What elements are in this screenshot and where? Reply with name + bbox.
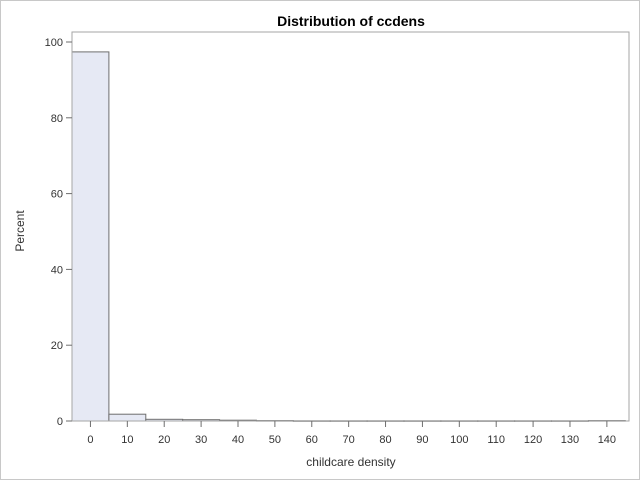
y-tick-label-100: 100	[45, 37, 63, 49]
x-tick-label-80: 80	[379, 434, 391, 446]
histogram-bar-0	[71, 51, 110, 422]
y-tick-label-60: 60	[51, 189, 63, 201]
x-tick-label-0: 0	[87, 434, 93, 446]
bars-group	[71, 51, 626, 422]
plot-area-border	[71, 31, 630, 422]
chart-title: Distribution of ccdens	[277, 13, 425, 29]
x-tick-label-20: 20	[158, 434, 170, 446]
x-tick-label-90: 90	[416, 434, 428, 446]
x-axis-ticks: 0 10 20 30 40 50 60 70 80 90 100 110 120 130 140	[87, 421, 616, 446]
x-tick-label-30: 30	[195, 434, 207, 446]
x-tick-label-130: 130	[561, 434, 579, 446]
y-tick-label-40: 40	[51, 264, 63, 276]
x-tick-label-100: 100	[450, 434, 468, 446]
x-tick-label-50: 50	[269, 434, 281, 446]
x-tick-label-40: 40	[232, 434, 244, 446]
x-tick-label-140: 140	[598, 434, 616, 446]
y-tick-label-0: 0	[57, 416, 63, 428]
y-tick-label-20: 20	[51, 340, 63, 352]
x-tick-label-110: 110	[487, 434, 505, 446]
x-tick-label-70: 70	[343, 434, 355, 446]
y-axis-label: Percent	[13, 210, 27, 252]
x-tick-label-10: 10	[121, 434, 133, 446]
histogram-bar-10	[108, 413, 147, 422]
y-axis-ticks: 0 20 40 60 80 100	[45, 37, 72, 428]
x-tick-label-120: 120	[524, 434, 542, 446]
x-tick-label-60: 60	[306, 434, 318, 446]
y-tick-label-80: 80	[51, 113, 63, 125]
x-axis-label: childcare density	[306, 455, 395, 469]
